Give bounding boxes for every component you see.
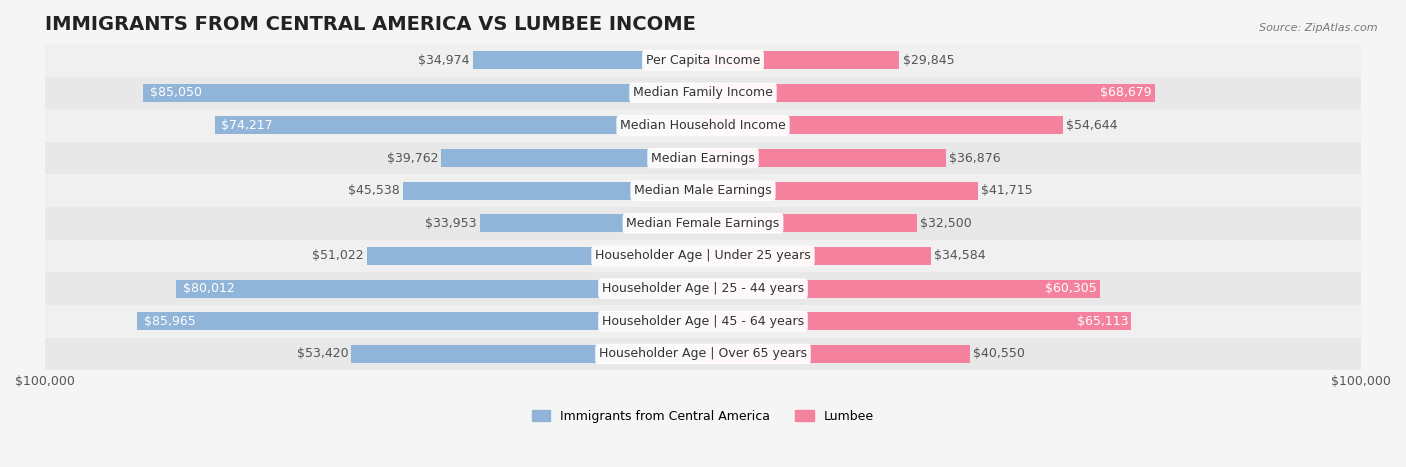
Bar — [45, 142, 1361, 174]
Text: $40,550: $40,550 — [973, 347, 1025, 361]
Bar — [703, 312, 1132, 330]
Text: $34,584: $34,584 — [934, 249, 986, 262]
Bar — [45, 77, 1361, 109]
Text: Median Female Earnings: Median Female Earnings — [627, 217, 779, 230]
Bar — [703, 149, 946, 167]
Legend: Immigrants from Central America, Lumbee: Immigrants from Central America, Lumbee — [531, 410, 875, 423]
Text: $74,217: $74,217 — [221, 119, 273, 132]
Bar — [45, 44, 1361, 77]
Text: $51,022: $51,022 — [312, 249, 364, 262]
Bar — [143, 84, 703, 102]
Text: $60,305: $60,305 — [1045, 282, 1097, 295]
Bar — [215, 116, 703, 134]
Text: $45,538: $45,538 — [349, 184, 401, 197]
Text: $85,965: $85,965 — [143, 315, 195, 328]
Text: $33,953: $33,953 — [425, 217, 477, 230]
Bar — [703, 116, 1063, 134]
Text: Median Earnings: Median Earnings — [651, 152, 755, 164]
Text: $54,644: $54,644 — [1066, 119, 1118, 132]
Bar — [352, 345, 703, 363]
Bar — [472, 51, 703, 69]
Bar — [45, 305, 1361, 338]
Text: $29,845: $29,845 — [903, 54, 955, 67]
Text: Median Male Earnings: Median Male Earnings — [634, 184, 772, 197]
Text: $68,679: $68,679 — [1099, 86, 1152, 99]
Text: Median Household Income: Median Household Income — [620, 119, 786, 132]
Text: $80,012: $80,012 — [183, 282, 235, 295]
Text: Householder Age | Over 65 years: Householder Age | Over 65 years — [599, 347, 807, 361]
Bar — [45, 240, 1361, 272]
Text: $41,715: $41,715 — [981, 184, 1032, 197]
Text: Householder Age | 25 - 44 years: Householder Age | 25 - 44 years — [602, 282, 804, 295]
Bar — [45, 109, 1361, 142]
Bar — [703, 214, 917, 232]
Text: $36,876: $36,876 — [949, 152, 1001, 164]
Bar — [703, 345, 970, 363]
Text: $85,050: $85,050 — [150, 86, 202, 99]
Bar — [703, 247, 931, 265]
Bar — [45, 174, 1361, 207]
Bar — [45, 272, 1361, 305]
Bar — [703, 84, 1154, 102]
Text: Per Capita Income: Per Capita Income — [645, 54, 761, 67]
Text: IMMIGRANTS FROM CENTRAL AMERICA VS LUMBEE INCOME: IMMIGRANTS FROM CENTRAL AMERICA VS LUMBE… — [45, 15, 696, 34]
Text: Median Family Income: Median Family Income — [633, 86, 773, 99]
Text: $53,420: $53,420 — [297, 347, 349, 361]
Bar — [703, 51, 900, 69]
Text: $32,500: $32,500 — [920, 217, 972, 230]
Bar — [404, 182, 703, 200]
Bar — [45, 207, 1361, 240]
Bar — [367, 247, 703, 265]
Bar — [45, 338, 1361, 370]
Bar — [441, 149, 703, 167]
Text: $39,762: $39,762 — [387, 152, 439, 164]
Text: Householder Age | Under 25 years: Householder Age | Under 25 years — [595, 249, 811, 262]
Bar — [703, 280, 1099, 297]
Bar — [138, 312, 703, 330]
Text: $34,974: $34,974 — [418, 54, 470, 67]
Text: $65,113: $65,113 — [1077, 315, 1128, 328]
Bar — [479, 214, 703, 232]
Text: Householder Age | 45 - 64 years: Householder Age | 45 - 64 years — [602, 315, 804, 328]
Bar — [177, 280, 703, 297]
Bar — [703, 182, 977, 200]
Text: Source: ZipAtlas.com: Source: ZipAtlas.com — [1260, 23, 1378, 33]
